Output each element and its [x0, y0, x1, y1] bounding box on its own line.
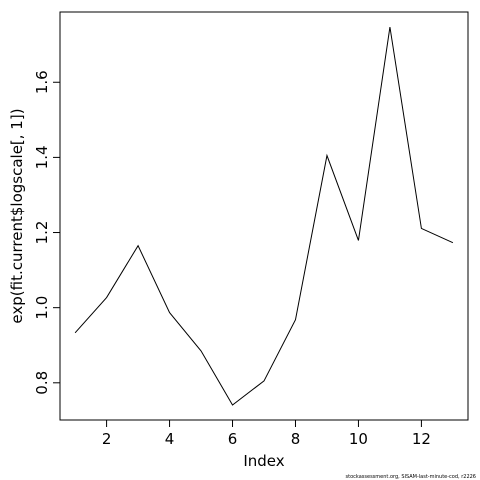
x-tick-label: 6 — [228, 430, 238, 448]
y-axis-label: exp(fit.current$logscale[, 1]) — [8, 108, 26, 323]
data-line — [74, 26, 454, 406]
footer: stockassessment.org, SISAM-last-minute-c… — [346, 474, 476, 480]
x-tick-label: 10 — [349, 430, 368, 448]
plot-frame — [59, 11, 469, 421]
x-tick-label: 2 — [102, 430, 112, 448]
y-tick-label: 1.4 — [33, 145, 51, 169]
y-tick-label: 0.8 — [33, 371, 51, 395]
x-tick-label: 12 — [412, 430, 431, 448]
x-tick-label: 4 — [165, 430, 175, 448]
y-tick-label: 1.0 — [33, 296, 51, 320]
y-tick-label: 1.2 — [33, 221, 51, 245]
x-axis-label: Index — [243, 452, 284, 470]
x-tick-label: 8 — [291, 430, 301, 448]
y-tick-label: 1.6 — [33, 70, 51, 94]
